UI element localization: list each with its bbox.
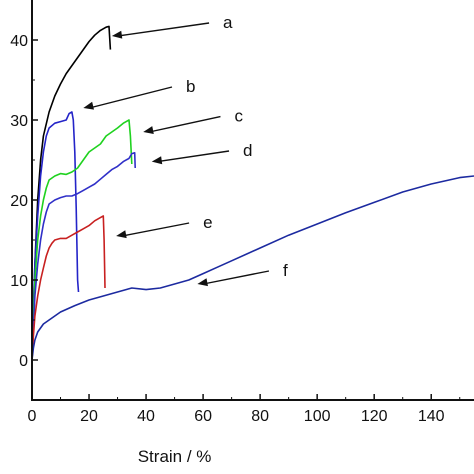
series-line-e: [31, 215, 106, 361]
series-line-a: [31, 25, 112, 361]
curve-label-f: f: [283, 261, 288, 280]
curve-label-b: b: [186, 77, 195, 96]
x-tick-label: 120: [361, 408, 388, 425]
x-tick-label: 100: [304, 408, 331, 425]
label-arrowhead-a: [111, 30, 123, 39]
x-tick-label: 140: [418, 408, 445, 425]
y-tick-label: 0: [19, 353, 28, 370]
curves-group: [31, 25, 474, 361]
y-tick-label: 30: [10, 113, 28, 130]
label-arrowhead-e: [116, 230, 127, 239]
x-axis-title: Strain / %: [138, 447, 212, 466]
label-arrowhead-d: [151, 156, 163, 165]
curve-label-a: a: [223, 13, 233, 32]
label-arrow-c: [149, 115, 221, 133]
x-tick-label: 0: [28, 408, 37, 425]
series-line-f: [31, 175, 474, 361]
x-tick-label: 40: [137, 408, 155, 425]
y-axis-ticks: 0 10 20 30 40: [10, 33, 38, 370]
label-arrow-e: [121, 222, 190, 237]
y-tick-label: 20: [10, 193, 28, 210]
plot-frame: [31, 0, 474, 401]
curve-label-d: d: [243, 141, 252, 160]
label-arrow-a: [117, 22, 210, 37]
series-line-b: [31, 111, 80, 361]
label-arrow-f: [203, 270, 270, 285]
curve-label-c: c: [234, 107, 243, 126]
curve-labels-group: a b cd e f: [83, 13, 288, 287]
label-arrowhead-f: [197, 278, 208, 287]
y-tick-label: 40: [10, 33, 28, 50]
y-tick-label: 10: [10, 273, 28, 290]
x-tick-label: 80: [251, 408, 269, 425]
label-arrow-d: [157, 150, 230, 163]
x-tick-label: 20: [80, 408, 98, 425]
label-arrowhead-b: [83, 101, 94, 110]
x-tick-label: 60: [194, 408, 212, 425]
label-arrowhead-c: [143, 126, 154, 134]
series-line-c: [31, 119, 133, 361]
x-axis-ticks: 0 20 40 60 80 100 120 140: [28, 394, 461, 425]
curve-label-e: e: [203, 213, 212, 232]
series-line-d: [31, 152, 136, 361]
label-arrow-b: [89, 86, 173, 109]
